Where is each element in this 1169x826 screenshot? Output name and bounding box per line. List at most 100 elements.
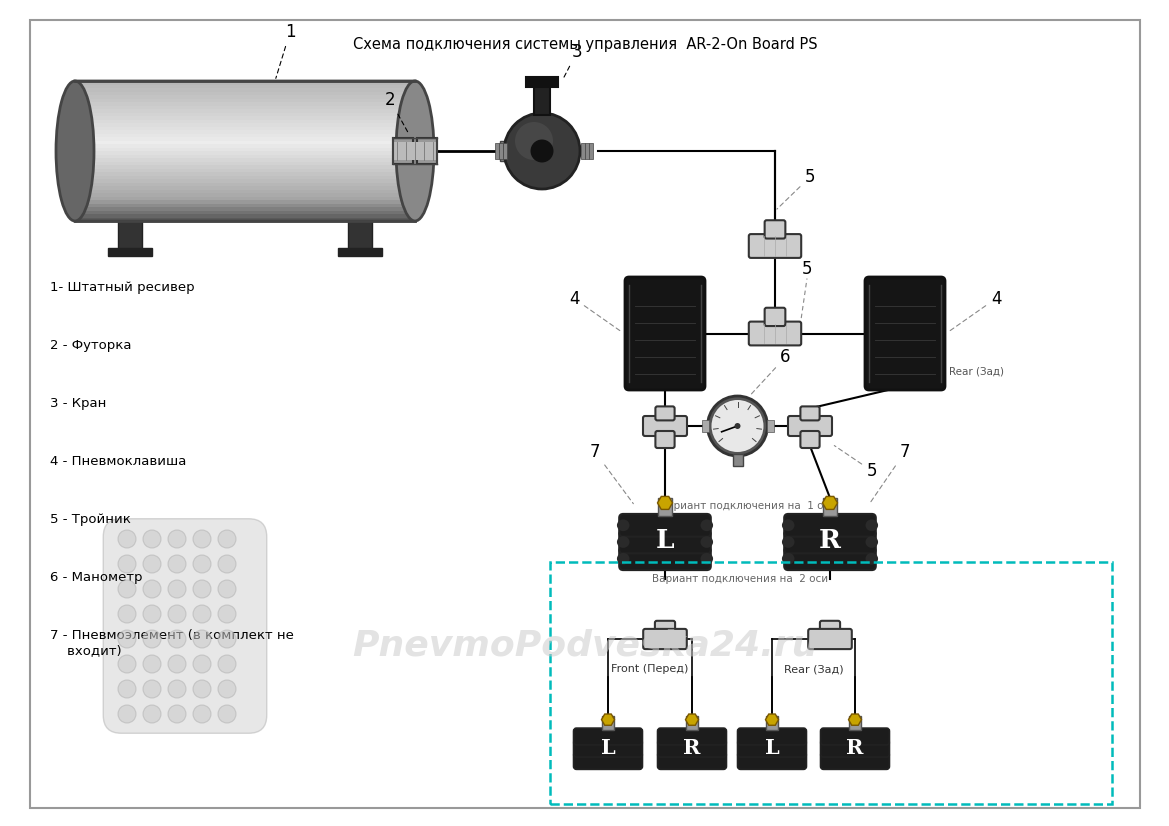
Text: 2 - Футорка: 2 - Футорка — [50, 339, 131, 352]
Bar — [75, 154, 415, 158]
Bar — [75, 98, 415, 102]
FancyBboxPatch shape — [625, 277, 705, 390]
FancyBboxPatch shape — [620, 548, 711, 570]
Bar — [500, 141, 509, 161]
FancyBboxPatch shape — [784, 548, 876, 570]
FancyBboxPatch shape — [765, 308, 786, 326]
Bar — [686, 715, 698, 729]
FancyBboxPatch shape — [574, 728, 643, 745]
Circle shape — [193, 655, 210, 673]
Circle shape — [143, 605, 161, 623]
Bar — [75, 175, 415, 179]
Ellipse shape — [532, 140, 553, 161]
Text: 7: 7 — [870, 443, 911, 504]
Circle shape — [168, 630, 186, 648]
Bar — [75, 158, 415, 162]
Circle shape — [217, 680, 236, 698]
FancyBboxPatch shape — [749, 234, 801, 258]
Ellipse shape — [865, 520, 878, 531]
Text: Вариант подключения на  2 оси: Вариант подключения на 2 оси — [652, 574, 828, 584]
Circle shape — [217, 655, 236, 673]
FancyBboxPatch shape — [749, 321, 801, 345]
Circle shape — [217, 580, 236, 598]
FancyBboxPatch shape — [657, 752, 726, 769]
Bar — [75, 81, 415, 84]
Text: 7: 7 — [589, 443, 634, 504]
Bar — [108, 248, 152, 256]
Circle shape — [168, 605, 186, 623]
FancyBboxPatch shape — [655, 621, 676, 639]
FancyBboxPatch shape — [656, 406, 675, 420]
Bar — [393, 142, 437, 160]
Bar — [75, 95, 415, 98]
Text: R: R — [846, 738, 864, 758]
Circle shape — [143, 630, 161, 648]
Circle shape — [504, 113, 580, 189]
Bar — [75, 211, 415, 214]
FancyBboxPatch shape — [819, 621, 841, 639]
Bar — [75, 193, 415, 197]
Bar — [75, 162, 415, 165]
Circle shape — [168, 555, 186, 573]
FancyBboxPatch shape — [738, 752, 807, 769]
Text: L: L — [656, 529, 675, 553]
Circle shape — [168, 580, 186, 598]
FancyBboxPatch shape — [788, 416, 832, 436]
Ellipse shape — [782, 520, 795, 531]
Text: 4: 4 — [948, 289, 1002, 332]
Circle shape — [217, 605, 236, 623]
Bar — [75, 137, 415, 140]
Text: L: L — [765, 738, 780, 758]
Text: L: L — [601, 738, 615, 758]
Ellipse shape — [782, 536, 795, 548]
Text: 1: 1 — [276, 23, 296, 78]
Text: 4 - Пневмоклавиша: 4 - Пневмоклавиша — [50, 455, 186, 468]
Bar — [75, 148, 415, 151]
Text: 2: 2 — [385, 91, 409, 134]
FancyBboxPatch shape — [103, 519, 267, 733]
Text: R: R — [684, 738, 700, 758]
Bar — [75, 144, 415, 148]
Ellipse shape — [617, 553, 629, 565]
Circle shape — [712, 400, 763, 452]
FancyBboxPatch shape — [784, 530, 876, 553]
Circle shape — [143, 555, 161, 573]
Circle shape — [118, 655, 136, 673]
Text: 3 - Кран: 3 - Кран — [50, 397, 106, 410]
Bar — [701, 420, 708, 432]
Bar — [75, 126, 415, 130]
Bar — [75, 165, 415, 169]
Bar — [75, 214, 415, 217]
Ellipse shape — [396, 81, 434, 221]
Circle shape — [143, 655, 161, 673]
FancyBboxPatch shape — [657, 740, 726, 757]
Text: Вариант подключения на  1 ось: Вариант подключения на 1 ось — [659, 501, 835, 511]
Circle shape — [143, 705, 161, 723]
Bar — [75, 217, 415, 221]
FancyBboxPatch shape — [643, 416, 687, 436]
Bar — [75, 123, 415, 126]
Circle shape — [168, 680, 186, 698]
Ellipse shape — [56, 81, 94, 221]
Ellipse shape — [782, 553, 795, 565]
Circle shape — [217, 630, 236, 648]
Text: 4: 4 — [569, 289, 622, 332]
Bar — [584, 143, 589, 159]
Bar — [503, 143, 507, 159]
Circle shape — [193, 580, 210, 598]
Text: PnevmoPodveska24.ru: PnevmoPodveska24.ru — [352, 629, 818, 663]
Circle shape — [193, 630, 210, 648]
Ellipse shape — [617, 520, 629, 531]
Bar — [417, 138, 437, 164]
Circle shape — [217, 705, 236, 723]
Text: Rear (Зад): Rear (Зад) — [949, 366, 1004, 376]
Circle shape — [118, 605, 136, 623]
Text: 5 - Тройник: 5 - Тройник — [50, 513, 131, 526]
Bar — [348, 221, 372, 251]
Bar — [549, 562, 1112, 804]
Bar — [75, 207, 415, 211]
Bar — [75, 169, 415, 172]
Text: 7 - Пневмоэлемент (в комплект не
    входит): 7 - Пневмоэлемент (в комплект не входит) — [50, 629, 293, 657]
Circle shape — [707, 396, 768, 456]
Bar — [75, 102, 415, 106]
